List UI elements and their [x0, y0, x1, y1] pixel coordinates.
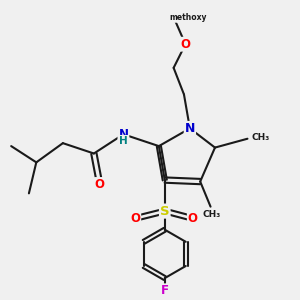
Text: N: N: [185, 122, 195, 135]
Text: S: S: [160, 205, 169, 218]
Text: O: O: [130, 212, 140, 225]
Text: N: N: [118, 128, 128, 141]
Text: methoxy: methoxy: [169, 13, 207, 22]
Text: O: O: [95, 178, 105, 191]
Text: O: O: [188, 212, 198, 225]
Text: CH₃: CH₃: [203, 210, 221, 219]
Text: O: O: [180, 38, 190, 51]
Text: F: F: [161, 284, 169, 297]
Text: CH₃: CH₃: [252, 133, 270, 142]
Text: H: H: [119, 136, 128, 146]
